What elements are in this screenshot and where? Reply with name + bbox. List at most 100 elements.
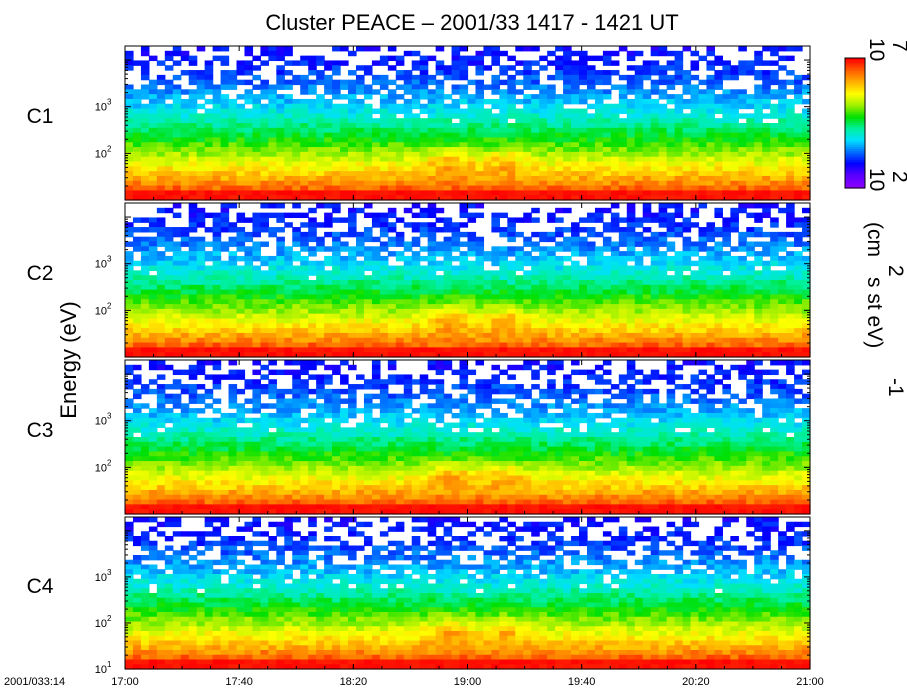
spectrogram-cell (650, 89, 660, 95)
spectrogram-cell (132, 437, 142, 443)
spectrogram-cell (156, 475, 166, 481)
spectrogram-cell (236, 294, 246, 300)
spectrogram-cell (196, 289, 206, 296)
spectrogram-cell (188, 156, 198, 163)
spectrogram-cell (579, 113, 588, 119)
spectrogram-cell (148, 89, 158, 95)
spectrogram-cell (140, 427, 150, 433)
spectrogram-cell (698, 175, 708, 182)
spectrogram-cell (379, 255, 389, 262)
spectrogram-cell (555, 207, 564, 214)
spectrogram-cell (586, 212, 596, 219)
spectrogram-cell (666, 337, 676, 344)
spectrogram-cell (348, 251, 357, 257)
spectrogram-cell (770, 127, 779, 134)
spectrogram-cell (212, 46, 222, 52)
spectrogram-cell (363, 113, 373, 119)
spectrogram-cell (172, 437, 182, 443)
spectrogram-cell (738, 113, 747, 119)
spectrogram-cell (754, 151, 763, 158)
spectrogram-cell (196, 265, 206, 271)
spectrogram-cell (491, 118, 500, 124)
spectrogram-cell (204, 342, 214, 348)
spectrogram-cell (531, 332, 540, 339)
spectrogram-cell (802, 227, 811, 233)
spectrogram-cell (419, 328, 429, 334)
spectrogram-cell (539, 84, 548, 90)
spectrogram-cell (300, 342, 309, 348)
spectrogram-cell (427, 103, 437, 110)
spectrogram-cell (642, 251, 652, 257)
spectrogram-cell (164, 156, 174, 163)
spectrogram-cell (324, 246, 333, 252)
spectrogram-cell (212, 195, 222, 201)
spectrogram-cell (802, 294, 811, 300)
spectrogram-cell (706, 166, 716, 172)
spectrogram-cell (403, 299, 413, 305)
spectrogram-cell (642, 299, 652, 305)
spectrogram-cell (786, 332, 795, 339)
spectrogram-cell (770, 203, 779, 209)
spectrogram-cell (618, 255, 628, 262)
spectrogram-cell (746, 260, 755, 267)
spectrogram-cell (260, 79, 269, 86)
spectrogram-cell (586, 328, 596, 334)
spectrogram-cell (188, 318, 198, 324)
spectrogram-cell (802, 180, 811, 187)
spectrogram-cell (411, 203, 421, 209)
spectrogram-cell (802, 127, 811, 134)
spectrogram-cell (435, 332, 445, 339)
spectrogram-cell (523, 166, 532, 172)
spectrogram-cell (140, 456, 150, 462)
spectrogram-cell (379, 352, 389, 358)
spectrogram-cell (316, 246, 325, 252)
spectrogram-cell (164, 175, 174, 182)
spectrogram-cell (379, 275, 389, 281)
spectrogram-cell (148, 156, 158, 163)
spectrogram-cell (754, 251, 763, 257)
spectrogram-cell (284, 166, 293, 172)
spectrogram-cell (196, 46, 206, 52)
spectrogram-cell (387, 332, 397, 339)
spectrogram-cell (284, 313, 293, 320)
spectrogram-cell (610, 161, 620, 167)
spectrogram-cell (236, 60, 246, 66)
spectrogram-cell (586, 241, 596, 247)
spectrogram-cell (714, 142, 723, 148)
spectrogram-cell (539, 65, 548, 71)
spectrogram-cell (674, 328, 684, 334)
spectrogram-cell (698, 142, 708, 148)
spectrogram-cell (355, 328, 365, 334)
spectrogram-cell (483, 299, 492, 305)
spectrogram-cell (427, 308, 437, 315)
spectrogram-cell (435, 132, 445, 139)
spectrogram-cell (563, 50, 572, 57)
spectrogram-cell (180, 275, 190, 281)
spectrogram-cell (579, 318, 588, 324)
spectrogram-cell (316, 203, 325, 209)
spectrogram-cell (762, 299, 771, 305)
spectrogram-cell (563, 313, 572, 320)
spectrogram-cell (778, 332, 787, 339)
spectrogram-cell (204, 275, 214, 281)
spectrogram-cell (148, 275, 158, 281)
spectrogram-cell (125, 284, 134, 291)
spectrogram-cell (435, 84, 445, 90)
spectrogram-cell (618, 195, 628, 201)
spectrogram-cell (802, 308, 811, 315)
spectrogram-cell (172, 393, 182, 400)
spectrogram-cell (292, 342, 301, 348)
spectrogram-cell (427, 342, 437, 348)
spectrogram-cell (188, 127, 198, 134)
spectrogram-cell (602, 156, 612, 163)
spectrogram-cell (371, 251, 381, 257)
spectrogram-cell (491, 337, 500, 344)
spectrogram-cell (722, 60, 731, 66)
spectrogram-cell (626, 313, 636, 320)
spectrogram-cell (499, 313, 508, 320)
spectrogram-cell (642, 304, 652, 310)
spectrogram-cell (332, 207, 341, 214)
spectrogram-cell (156, 342, 166, 348)
spectrogram-cell (156, 347, 166, 353)
spectrogram-cell (746, 318, 755, 324)
